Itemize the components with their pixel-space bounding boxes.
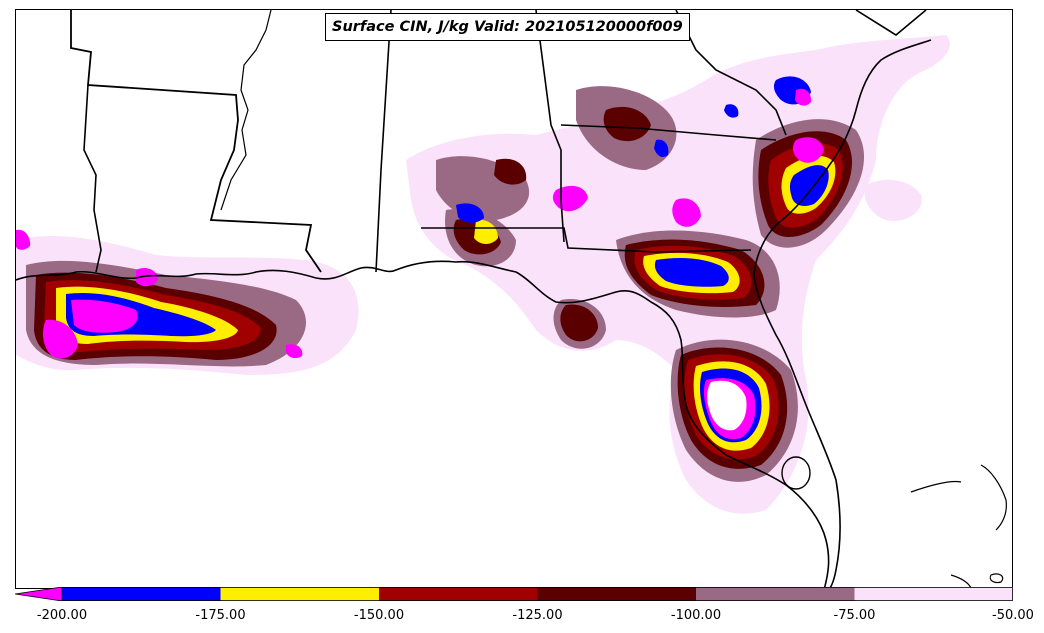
chart-title: Surface CIN, J/kg Valid: 202105120000f00… <box>325 13 690 41</box>
colorbar-bin <box>696 587 855 601</box>
colorbar-bin <box>854 587 1013 601</box>
colorbar-bin <box>379 587 538 601</box>
colorbar-bin <box>62 587 221 601</box>
map-panel <box>15 9 1013 589</box>
map-boundaries <box>16 10 1007 588</box>
colorbar-outline <box>61 587 1013 601</box>
colorbar-tick-label: -175.00 <box>195 608 246 623</box>
colorbar-tick-label: -75.00 <box>833 608 876 623</box>
colorbar-bin <box>537 587 696 601</box>
colorbar-tick-label: -50.00 <box>992 608 1034 623</box>
colorbar-tick-label: -100.00 <box>670 608 722 623</box>
cin-map <box>16 10 1007 588</box>
colorbar-tick-label: -125.00 <box>512 608 563 623</box>
colorbar-bin <box>220 587 379 601</box>
colorbar-tick-label: -200.00 <box>36 608 88 623</box>
colorbar-extend-triangle <box>15 587 63 601</box>
cin-field <box>16 35 950 514</box>
colorbar-tick-label: -150.00 <box>353 608 405 623</box>
colorbar <box>15 587 1013 601</box>
